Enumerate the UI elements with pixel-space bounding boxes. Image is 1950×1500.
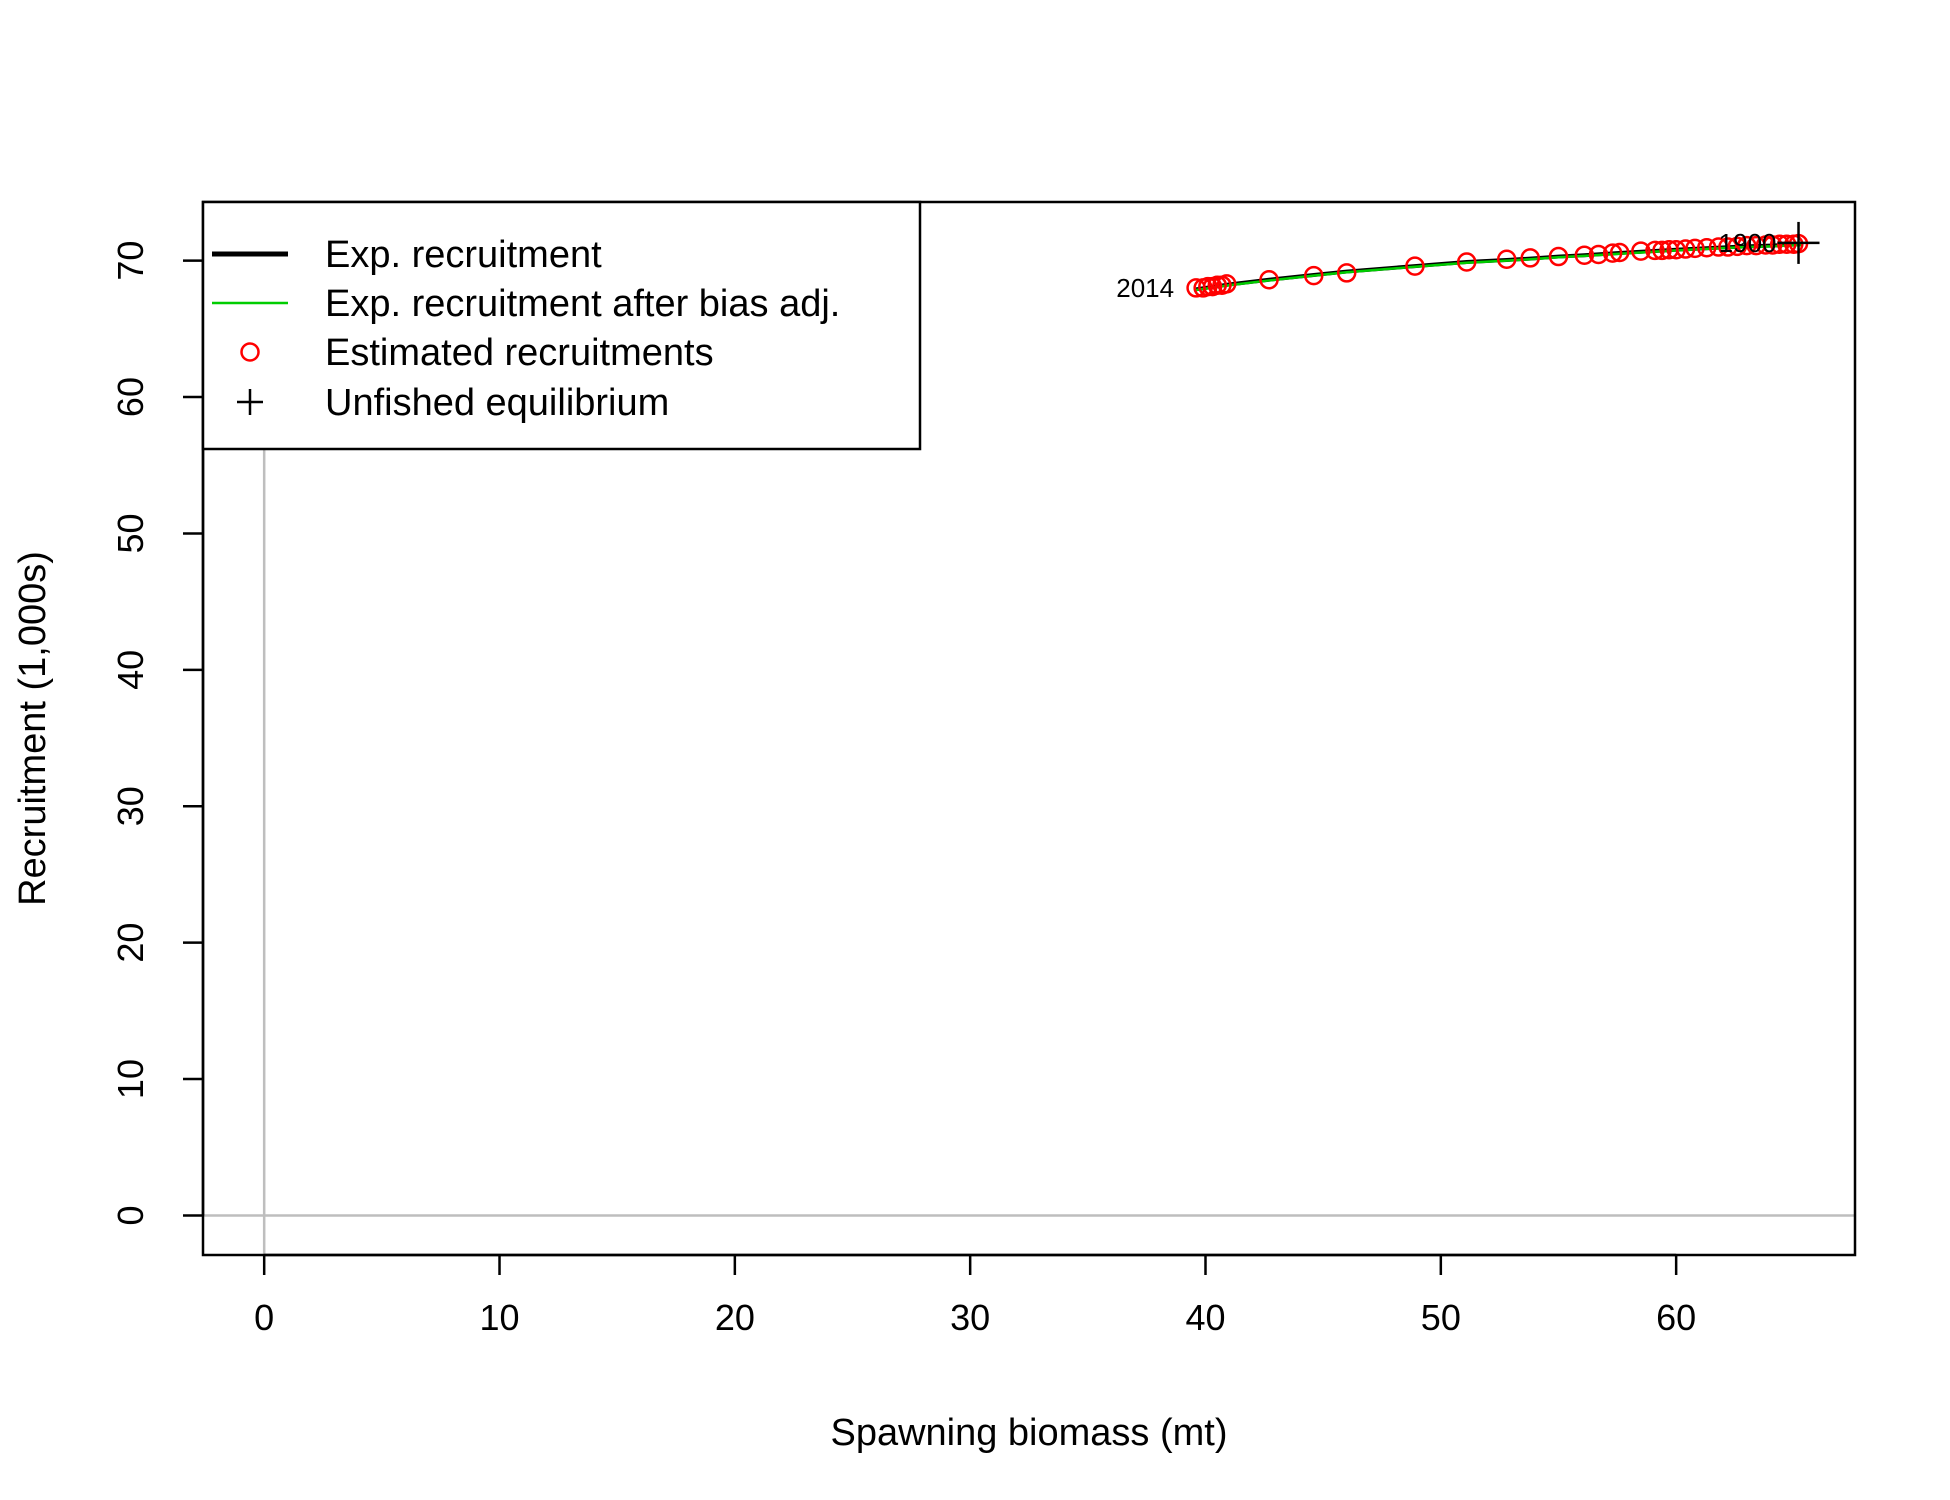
y-tick-label: 30 [110,786,151,826]
x-tick-label: 20 [715,1297,755,1338]
recruitment-point [1303,265,1324,286]
recruitment-point [1736,235,1757,256]
y-tick-label: 60 [110,377,151,417]
unfished-equilibrium-marker [1777,221,1820,264]
legend: Exp. recruitment Exp. recruitment after b… [201,200,922,451]
legend-entry: Estimated recruitments [240,332,714,374]
x-tick-label: 40 [1185,1297,1225,1338]
recruitment-point [1631,241,1651,261]
recruitment-point [1548,246,1569,267]
y-tick-label: 70 [110,241,151,281]
recruitment-point [1718,237,1738,257]
y-tick-label: 0 [110,1205,151,1225]
recruitment-point [1675,239,1696,259]
legend-label: Unfished equilibrium [325,382,669,424]
point-annotations: 2014 1900 [1116,228,1776,303]
y-tick-label: 40 [110,650,151,690]
recruitment-point [1588,244,1609,265]
recruitment-point [1769,234,1790,255]
recruitment-point [1777,234,1797,255]
x-tick-label: 50 [1421,1297,1461,1338]
legend-entry: Exp. recruitment [212,234,602,276]
legend-label: Estimated recruitments [325,332,714,374]
data-points [1186,221,1820,298]
legend-entry: Unfished equilibrium [237,382,669,424]
y-tick-label: 20 [110,923,151,963]
x-axis-title: Spawning biomass (mt) [830,1412,1227,1454]
recruitment-point [1336,263,1357,283]
legend-circle-swatch [240,342,260,362]
legend-entry: Exp. recruitment after bias adj. [212,283,840,325]
x-tick-label: 10 [479,1297,519,1338]
recruitment-point [1755,235,1776,255]
recruitment-point [1216,274,1237,294]
recruitment-point [1259,269,1279,290]
recruitment-point [1609,242,1630,263]
x-tick-label: 0 [254,1297,274,1338]
y-tick-label: 50 [110,513,151,553]
legend-label: Exp. recruitment after bias adj. [325,283,840,325]
recruitment-point [1666,239,1686,260]
recruitment-point [1520,248,1540,268]
x-tick-label: 30 [950,1297,990,1338]
recruitment-point [1696,237,1717,258]
legend-box [201,200,922,451]
year-label: 2014 [1116,273,1174,303]
recruitment-point [1727,236,1748,257]
y-tick-label: 10 [110,1059,151,1099]
recruitment-point [1574,245,1595,265]
x-axis: 0 10 20 30 40 50 60 [254,1253,1696,1338]
y-axis-title: Recruitment (1,000s) [12,551,54,906]
recruitment-point [1762,235,1783,255]
recruitment-point [1602,243,1623,263]
recruitment-point [1405,256,1425,276]
recruitment-point [1708,237,1729,257]
recruitment-point [1652,240,1672,261]
recruitment-point [1645,240,1665,261]
recruitment-point [1685,238,1705,259]
legend-label: Exp. recruitment [325,234,602,276]
year-label: 1900 [1719,228,1777,258]
recruitment-point [1496,249,1517,270]
recruitment-point [1456,252,1477,272]
x-tick-label: 60 [1656,1297,1696,1338]
